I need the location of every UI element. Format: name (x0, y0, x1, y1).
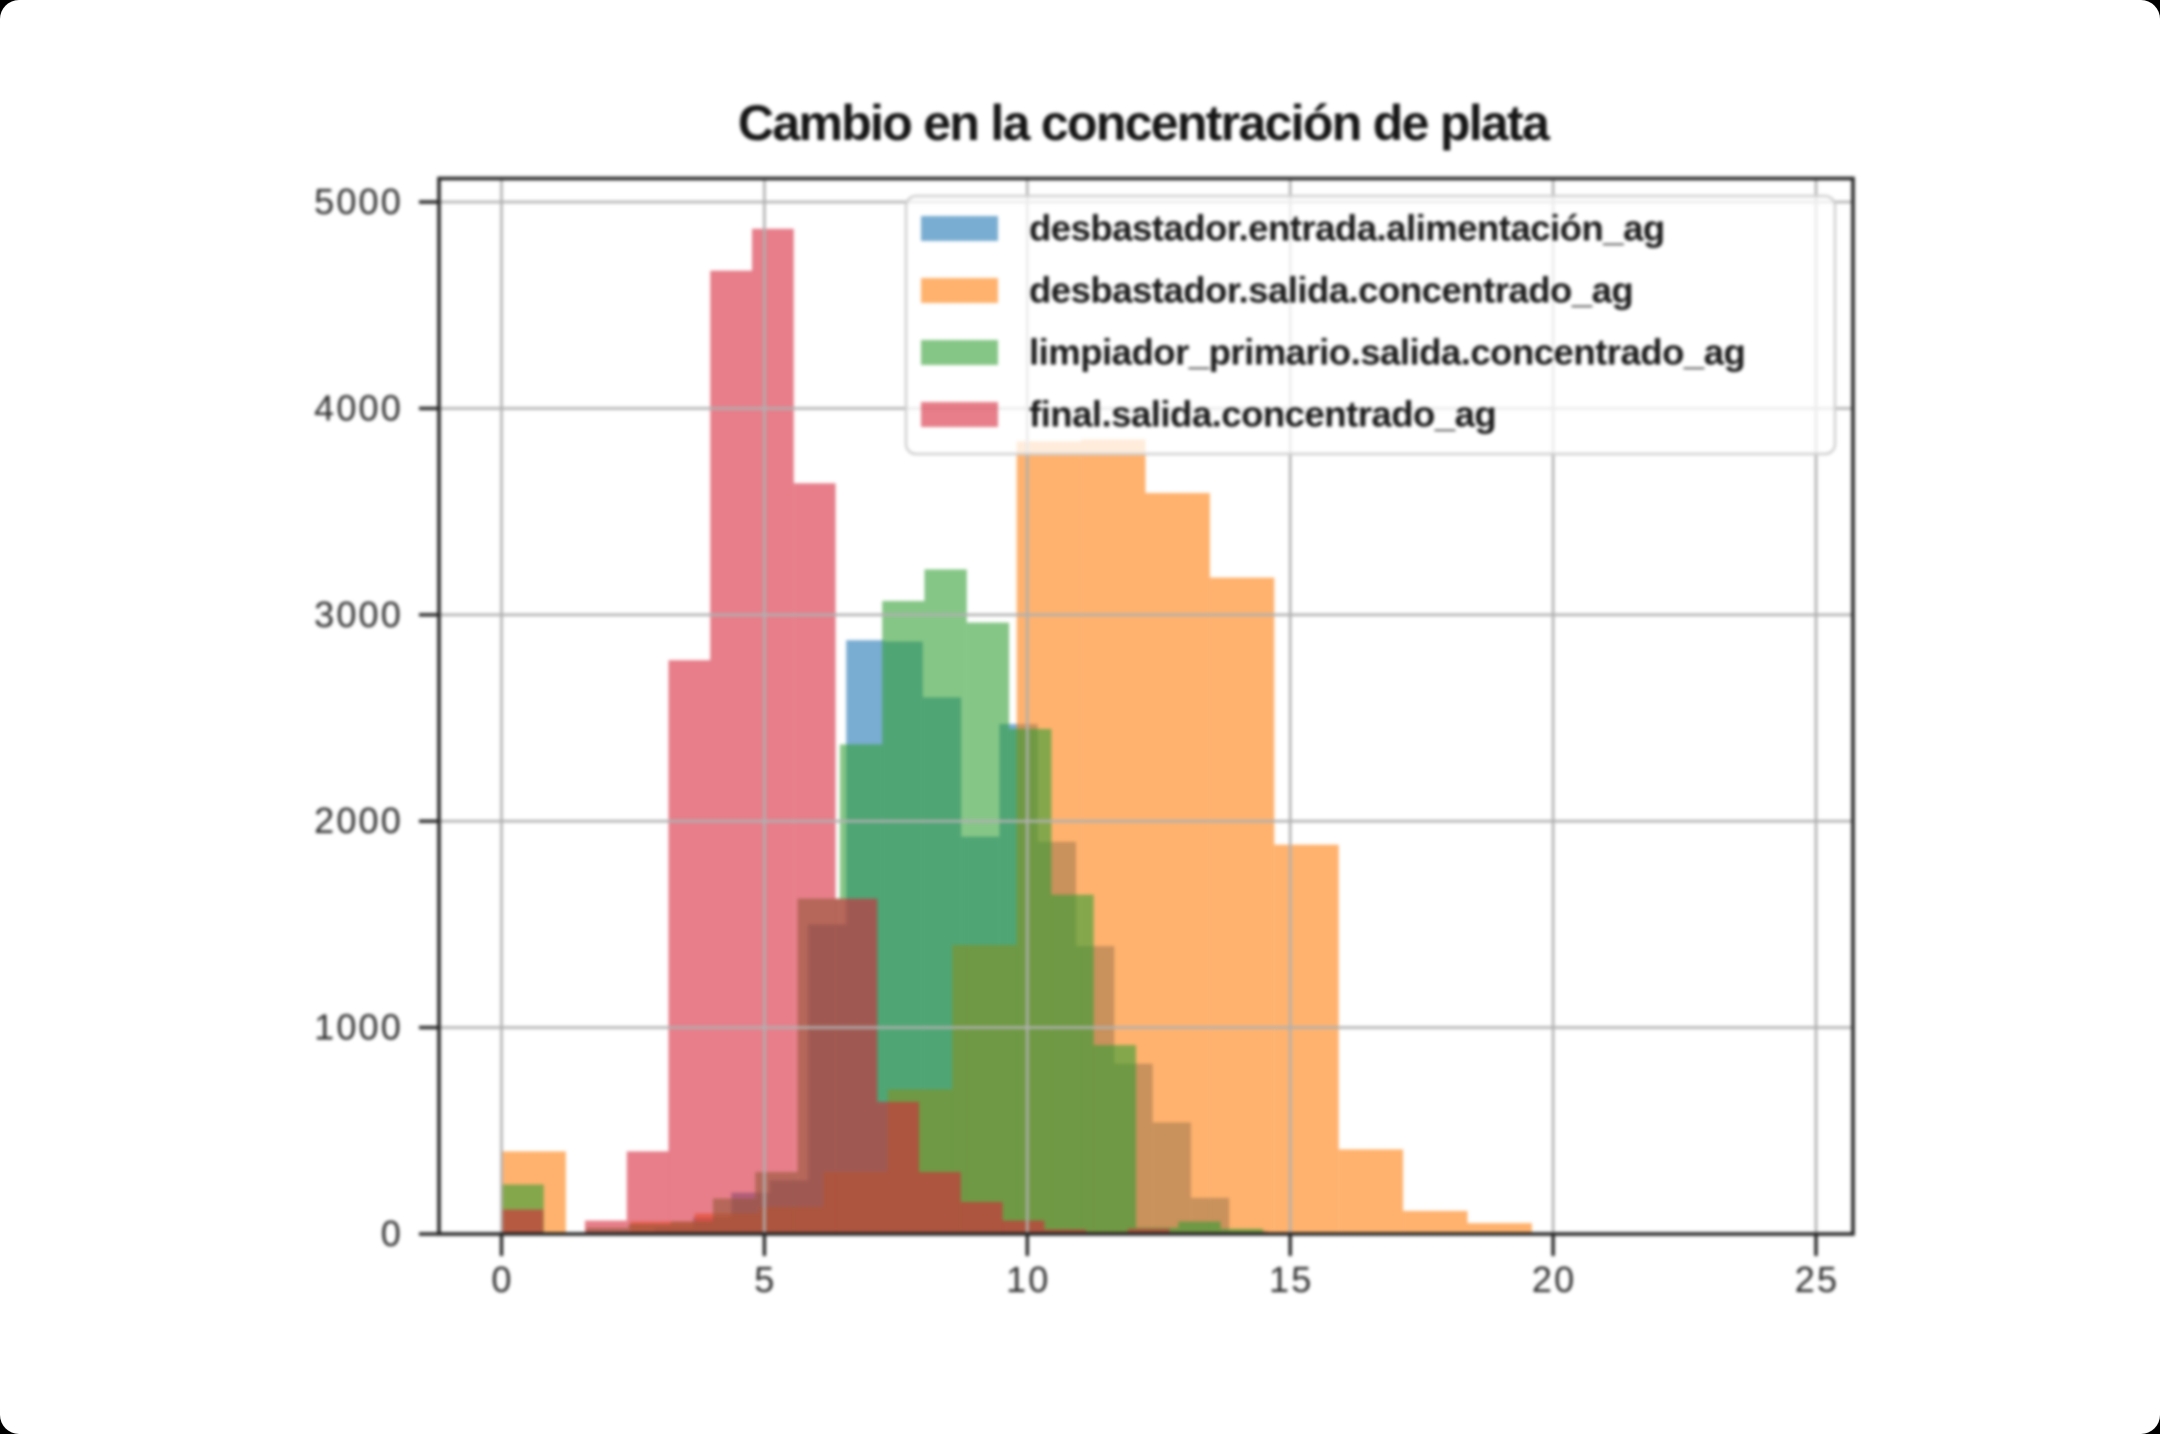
svg-text:0: 0 (491, 1259, 513, 1300)
svg-text:2000: 2000 (314, 800, 403, 841)
svg-text:Cambio en la concentración de: Cambio en la concentración de plata (738, 95, 1551, 151)
svg-text:5000: 5000 (314, 181, 403, 222)
svg-text:0: 0 (381, 1213, 403, 1254)
svg-text:5: 5 (754, 1259, 776, 1300)
svg-text:10: 10 (1006, 1259, 1050, 1300)
svg-text:limpiador_primario.salida.conc: limpiador_primario.salida.concentrado_ag (1029, 332, 1745, 373)
svg-text:20: 20 (1532, 1259, 1576, 1300)
svg-text:desbastador.salida.concentrado: desbastador.salida.concentrado_ag (1029, 270, 1633, 311)
svg-text:4000: 4000 (314, 387, 403, 428)
svg-text:15: 15 (1269, 1259, 1313, 1300)
svg-text:3000: 3000 (314, 594, 403, 635)
svg-text:desbastador.entrada.alimentaci: desbastador.entrada.alimentación_ag (1029, 208, 1665, 249)
svg-text:final.salida.concentrado_ag: final.salida.concentrado_ag (1029, 394, 1496, 435)
svg-text:1000: 1000 (314, 1007, 403, 1048)
svg-text:25: 25 (1795, 1259, 1839, 1300)
